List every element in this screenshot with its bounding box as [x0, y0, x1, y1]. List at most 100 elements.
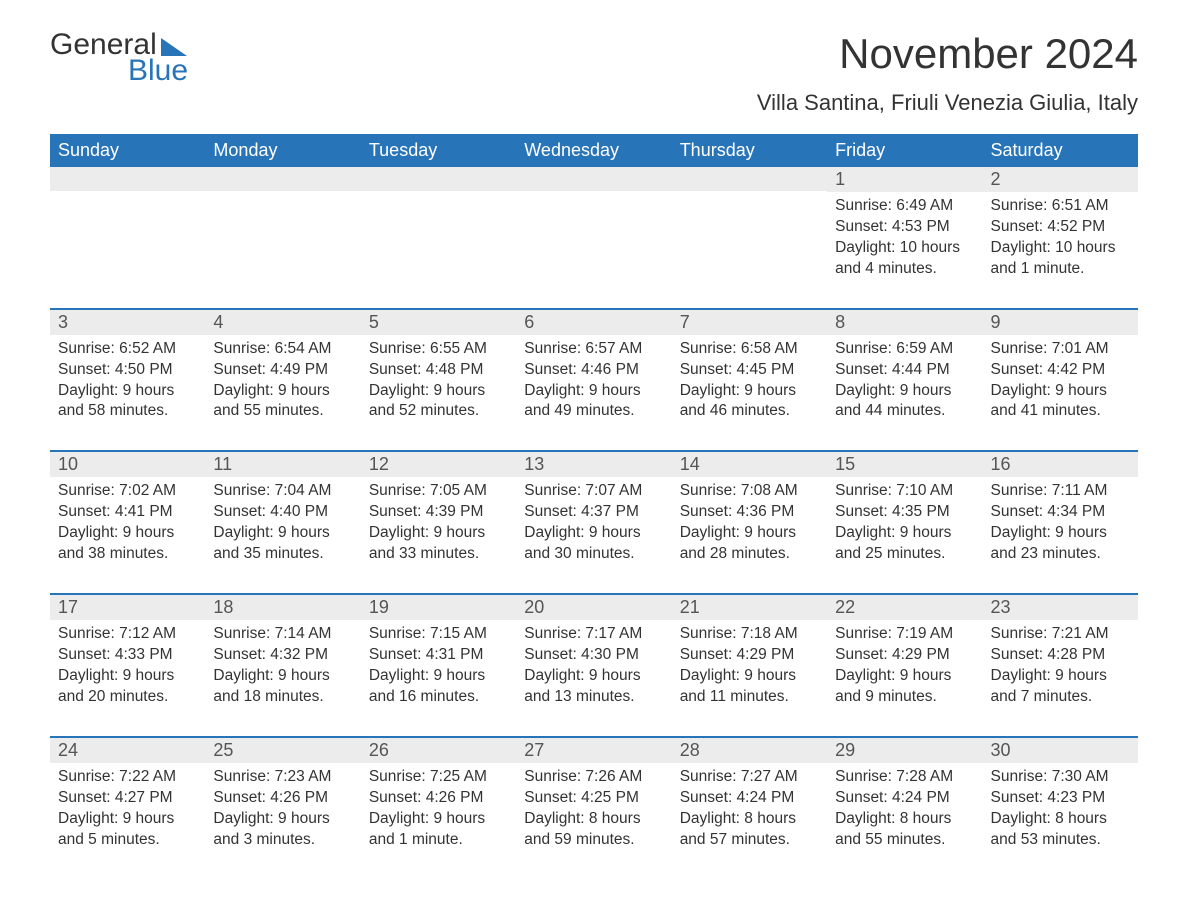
day-number: 13	[516, 452, 671, 477]
day-data: Sunrise: 6:54 AMSunset: 4:49 PMDaylight:…	[205, 335, 360, 451]
day-data: Sunrise: 7:02 AMSunset: 4:41 PMDaylight:…	[50, 477, 205, 593]
calendar-cell: 3Sunrise: 6:52 AMSunset: 4:50 PMDaylight…	[50, 309, 205, 452]
calendar-cell: 8Sunrise: 6:59 AMSunset: 4:44 PMDaylight…	[827, 309, 982, 452]
day-data: Sunrise: 7:25 AMSunset: 4:26 PMDaylight:…	[361, 763, 516, 879]
sunset: Sunset: 4:37 PM	[524, 502, 663, 523]
calendar-cell: 25Sunrise: 7:23 AMSunset: 4:26 PMDayligh…	[205, 737, 360, 879]
calendar-cell: 14Sunrise: 7:08 AMSunset: 4:36 PMDayligh…	[672, 451, 827, 594]
day-data: Sunrise: 6:59 AMSunset: 4:44 PMDaylight:…	[827, 335, 982, 451]
calendar-cell: 21Sunrise: 7:18 AMSunset: 4:29 PMDayligh…	[672, 594, 827, 737]
dayhead-thursday: Thursday	[672, 134, 827, 167]
calendar-cell: 2Sunrise: 6:51 AMSunset: 4:52 PMDaylight…	[983, 167, 1138, 309]
sunrise: Sunrise: 7:07 AM	[524, 481, 663, 502]
day-number	[516, 167, 671, 191]
day-data: Sunrise: 7:17 AMSunset: 4:30 PMDaylight:…	[516, 620, 671, 736]
sunrise: Sunrise: 7:14 AM	[213, 624, 352, 645]
dayhead-saturday: Saturday	[983, 134, 1138, 167]
sunset: Sunset: 4:26 PM	[213, 788, 352, 809]
calendar-week: 17Sunrise: 7:12 AMSunset: 4:33 PMDayligh…	[50, 594, 1138, 737]
day-data	[672, 191, 827, 281]
day-number: 4	[205, 310, 360, 335]
sunrise: Sunrise: 7:30 AM	[991, 767, 1130, 788]
sunset: Sunset: 4:31 PM	[369, 645, 508, 666]
sunrise: Sunrise: 7:19 AM	[835, 624, 974, 645]
title-block: November 2024 Villa Santina, Friuli Vene…	[757, 30, 1138, 124]
sunrise: Sunrise: 7:17 AM	[524, 624, 663, 645]
day-number: 17	[50, 595, 205, 620]
sunset: Sunset: 4:34 PM	[991, 502, 1130, 523]
sunrise: Sunrise: 6:58 AM	[680, 339, 819, 360]
sunrise: Sunrise: 7:26 AM	[524, 767, 663, 788]
day-data: Sunrise: 7:08 AMSunset: 4:36 PMDaylight:…	[672, 477, 827, 593]
day-number: 23	[983, 595, 1138, 620]
daylight: Daylight: 9 hours and 11 minutes.	[680, 666, 819, 708]
day-data: Sunrise: 6:55 AMSunset: 4:48 PMDaylight:…	[361, 335, 516, 451]
calendar-cell: 19Sunrise: 7:15 AMSunset: 4:31 PMDayligh…	[361, 594, 516, 737]
day-data: Sunrise: 7:14 AMSunset: 4:32 PMDaylight:…	[205, 620, 360, 736]
calendar-cell: 16Sunrise: 7:11 AMSunset: 4:34 PMDayligh…	[983, 451, 1138, 594]
day-number	[672, 167, 827, 191]
daylight: Daylight: 9 hours and 28 minutes.	[680, 523, 819, 565]
day-number: 6	[516, 310, 671, 335]
dayhead-tuesday: Tuesday	[361, 134, 516, 167]
sunset: Sunset: 4:24 PM	[835, 788, 974, 809]
sunset: Sunset: 4:49 PM	[213, 360, 352, 381]
sunrise: Sunrise: 6:57 AM	[524, 339, 663, 360]
sunrise: Sunrise: 6:51 AM	[991, 196, 1130, 217]
calendar-cell	[516, 167, 671, 309]
sunset: Sunset: 4:48 PM	[369, 360, 508, 381]
daylight: Daylight: 9 hours and 35 minutes.	[213, 523, 352, 565]
day-data: Sunrise: 7:10 AMSunset: 4:35 PMDaylight:…	[827, 477, 982, 593]
sunset: Sunset: 4:29 PM	[680, 645, 819, 666]
daylight: Daylight: 9 hours and 20 minutes.	[58, 666, 197, 708]
day-number: 27	[516, 738, 671, 763]
day-data: Sunrise: 6:52 AMSunset: 4:50 PMDaylight:…	[50, 335, 205, 451]
day-data: Sunrise: 7:11 AMSunset: 4:34 PMDaylight:…	[983, 477, 1138, 593]
day-number: 9	[983, 310, 1138, 335]
sunrise: Sunrise: 6:55 AM	[369, 339, 508, 360]
calendar-cell: 24Sunrise: 7:22 AMSunset: 4:27 PMDayligh…	[50, 737, 205, 879]
sunrise: Sunrise: 6:54 AM	[213, 339, 352, 360]
daylight: Daylight: 9 hours and 25 minutes.	[835, 523, 974, 565]
sunset: Sunset: 4:52 PM	[991, 217, 1130, 238]
calendar-cell: 7Sunrise: 6:58 AMSunset: 4:45 PMDaylight…	[672, 309, 827, 452]
day-data: Sunrise: 7:01 AMSunset: 4:42 PMDaylight:…	[983, 335, 1138, 451]
sunrise: Sunrise: 7:28 AM	[835, 767, 974, 788]
daylight: Daylight: 8 hours and 59 minutes.	[524, 809, 663, 851]
sunrise: Sunrise: 7:08 AM	[680, 481, 819, 502]
day-number: 19	[361, 595, 516, 620]
sunset: Sunset: 4:23 PM	[991, 788, 1130, 809]
daylight: Daylight: 9 hours and 13 minutes.	[524, 666, 663, 708]
sunrise: Sunrise: 6:49 AM	[835, 196, 974, 217]
sunrise: Sunrise: 7:10 AM	[835, 481, 974, 502]
day-number: 16	[983, 452, 1138, 477]
daylight: Daylight: 9 hours and 44 minutes.	[835, 381, 974, 423]
day-number: 7	[672, 310, 827, 335]
day-number: 1	[827, 167, 982, 192]
day-number: 10	[50, 452, 205, 477]
sunset: Sunset: 4:50 PM	[58, 360, 197, 381]
day-data: Sunrise: 7:22 AMSunset: 4:27 PMDaylight:…	[50, 763, 205, 879]
day-number: 12	[361, 452, 516, 477]
sunrise: Sunrise: 7:21 AM	[991, 624, 1130, 645]
daylight: Daylight: 9 hours and 9 minutes.	[835, 666, 974, 708]
daylight: Daylight: 9 hours and 3 minutes.	[213, 809, 352, 851]
calendar-cell: 5Sunrise: 6:55 AMSunset: 4:48 PMDaylight…	[361, 309, 516, 452]
calendar-cell	[672, 167, 827, 309]
sunset: Sunset: 4:27 PM	[58, 788, 197, 809]
calendar-cell: 22Sunrise: 7:19 AMSunset: 4:29 PMDayligh…	[827, 594, 982, 737]
calendar-cell: 12Sunrise: 7:05 AMSunset: 4:39 PMDayligh…	[361, 451, 516, 594]
daylight: Daylight: 9 hours and 46 minutes.	[680, 381, 819, 423]
sunrise: Sunrise: 6:59 AM	[835, 339, 974, 360]
calendar-cell: 4Sunrise: 6:54 AMSunset: 4:49 PMDaylight…	[205, 309, 360, 452]
day-data: Sunrise: 7:19 AMSunset: 4:29 PMDaylight:…	[827, 620, 982, 736]
sunrise: Sunrise: 7:15 AM	[369, 624, 508, 645]
day-number: 30	[983, 738, 1138, 763]
sunrise: Sunrise: 7:25 AM	[369, 767, 508, 788]
day-data: Sunrise: 7:26 AMSunset: 4:25 PMDaylight:…	[516, 763, 671, 879]
day-number: 29	[827, 738, 982, 763]
sunrise: Sunrise: 7:02 AM	[58, 481, 197, 502]
daylight: Daylight: 9 hours and 1 minute.	[369, 809, 508, 851]
sunset: Sunset: 4:44 PM	[835, 360, 974, 381]
sunset: Sunset: 4:30 PM	[524, 645, 663, 666]
